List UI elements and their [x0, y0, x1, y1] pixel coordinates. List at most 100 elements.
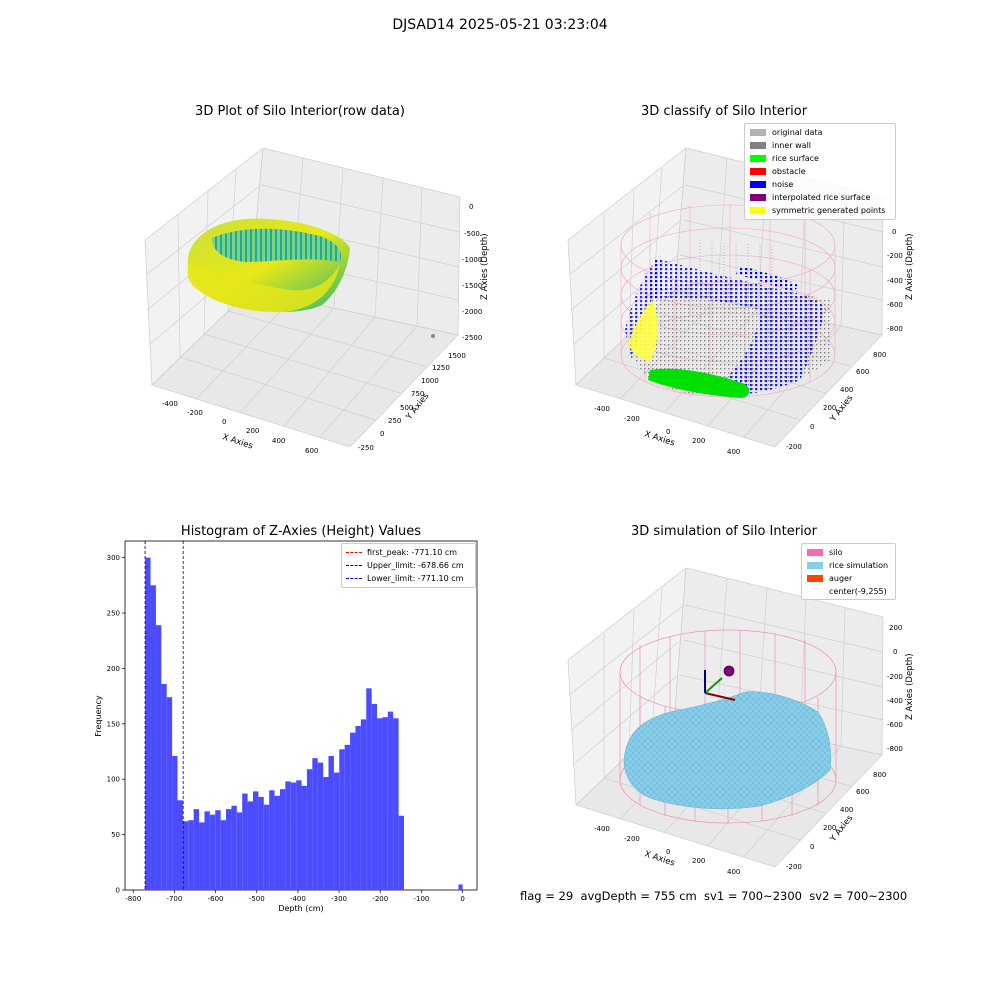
histogram-bar	[279, 789, 286, 890]
histogram-ytick-label: 250	[107, 610, 120, 618]
p2-ylabel: Y Axies	[828, 393, 856, 425]
panel2-legend-swatch	[750, 181, 766, 188]
histogram-legend-label: Lower_limit: -771.10 cm	[367, 574, 464, 583]
panel4-legend-label: silo	[829, 548, 843, 557]
histogram-bar	[172, 755, 178, 890]
histogram-legend-entry: Lower_limit: -771.10 cm	[342, 572, 475, 585]
p4-ztick: 200	[889, 624, 902, 632]
panel2-legend-label: symmetric generated points	[772, 206, 886, 215]
p1-ytick: 0	[380, 430, 384, 438]
p2-xtick: 400	[727, 448, 740, 456]
p4-zlabel: Z Axies (Depth)	[905, 653, 915, 720]
panel2-legend-label: inner wall	[772, 141, 812, 150]
histogram-bar	[382, 717, 388, 890]
histogram-bar	[377, 718, 383, 890]
p2-ztick: -800	[887, 325, 903, 333]
histogram-bar	[360, 719, 367, 890]
p4-xtick: 0	[666, 848, 670, 856]
histogram-xtick-label: -100	[413, 895, 429, 903]
panel4-legend-entry: center(-9,255)	[802, 585, 895, 598]
p1-xtick: 400	[272, 437, 285, 445]
p1-xtick: 200	[246, 427, 259, 435]
histogram-xlabel: Depth (cm)	[278, 904, 323, 913]
panel4-legend-label: rice simulation	[829, 561, 889, 570]
histogram-xtick-label: -700	[166, 895, 182, 903]
panel2-legend-label: noise	[772, 180, 794, 189]
p1-xlabel: X Axies	[221, 432, 254, 451]
p1-ztick: -1500	[462, 282, 482, 290]
histogram-xtick-label: -200	[372, 895, 388, 903]
figure-title: DJSAD14 2025-05-21 03:23:04	[392, 17, 608, 33]
histogram-xtick-label: 0	[460, 895, 464, 903]
p2-ytick: 0	[810, 423, 814, 431]
histogram-ytick-label: 300	[107, 554, 120, 562]
histogram-bar	[323, 776, 329, 890]
panel2-legend-entry: original data	[745, 126, 895, 139]
histogram-bar	[350, 732, 356, 890]
p4-ytick: 400	[840, 806, 853, 814]
histogram-bar	[301, 785, 307, 890]
p4-ztick: -600	[887, 721, 903, 729]
p2-ytick: 200	[823, 404, 836, 412]
p4-xtick: 200	[692, 857, 705, 865]
panel4-title: 3D simulation of Silo Interior	[631, 524, 817, 539]
histogram-bar	[290, 782, 297, 890]
histogram-bar	[285, 781, 291, 890]
histogram-bar	[188, 820, 194, 890]
histogram-bar	[355, 726, 361, 890]
histogram-bar	[393, 718, 399, 890]
p1-ztick: -1000	[462, 256, 482, 264]
p1-ytick: 750	[411, 390, 424, 398]
panel2-legend-entry: interpolated rice surface	[745, 191, 895, 204]
histogram-ytick-label: 100	[107, 776, 120, 784]
p4-xtick: -200	[624, 835, 640, 843]
histogram-bar	[177, 800, 183, 890]
histogram-ytick-label: 50	[111, 831, 120, 839]
histogram-ytick-label: 0	[116, 887, 120, 895]
histogram-bar	[182, 821, 189, 890]
histogram-bar	[220, 820, 227, 890]
p4-ytick: 600	[856, 788, 869, 796]
histogram-bar	[317, 762, 324, 890]
p4-ztick: 0	[893, 648, 897, 656]
p1-ytick: -250	[358, 444, 374, 452]
histogram-xtick-label: -400	[290, 895, 306, 903]
histogram-legend-line	[346, 552, 362, 553]
p4-ytick: -200	[786, 863, 802, 871]
panel2-legend-entry: symmetric generated points	[745, 204, 895, 217]
p1-ylabel: Y Axies	[404, 391, 432, 423]
histogram-legend-label: first_peak: -771.10 cm	[367, 548, 458, 557]
p2-xlabel: X Axies	[643, 429, 676, 448]
histogram-bar	[333, 772, 340, 890]
histogram-title: Histogram of Z-Axies (Height) Values	[180, 524, 422, 539]
p2-xtick: -400	[594, 405, 610, 413]
p4-xtick: 400	[727, 868, 740, 876]
p2-xtick: -200	[624, 415, 640, 423]
p1-ztick: -2500	[462, 334, 482, 342]
histogram-legend-line	[346, 565, 362, 566]
histogram-bar	[366, 688, 372, 890]
histogram-bar	[296, 780, 302, 890]
p2-ytick: 600	[856, 368, 869, 376]
histogram-bar	[252, 791, 259, 890]
p4-xtick: -400	[594, 825, 610, 833]
p4-ylabel: Y Axies	[828, 813, 856, 845]
histogram-bar	[458, 884, 463, 890]
histogram-ylabel: Frequency	[94, 695, 103, 737]
histogram-bar	[247, 801, 253, 890]
histogram-bar	[155, 625, 162, 890]
panel2-legend-label: rice surface	[772, 154, 819, 163]
histogram-xtick-label: -300	[331, 895, 347, 903]
panel2-legend-swatch	[750, 194, 766, 201]
panel4-legend-label: auger	[829, 574, 853, 583]
panel2-legend-entry: rice surface	[745, 152, 895, 165]
p2-xtick: 200	[692, 437, 705, 445]
histogram-legend-entry: first_peak: -771.10 cm	[342, 546, 475, 559]
histogram-bar	[209, 814, 216, 890]
p1-ztick: 0	[469, 203, 473, 211]
p2-xtick: 0	[666, 428, 670, 436]
histogram-legend: first_peak: -771.10 cm Upper_limit: -678.…	[341, 543, 476, 588]
p4-ytick: 800	[873, 771, 886, 779]
p4-ytick: 200	[823, 824, 836, 832]
panel2-legend-entry: noise	[745, 178, 895, 191]
